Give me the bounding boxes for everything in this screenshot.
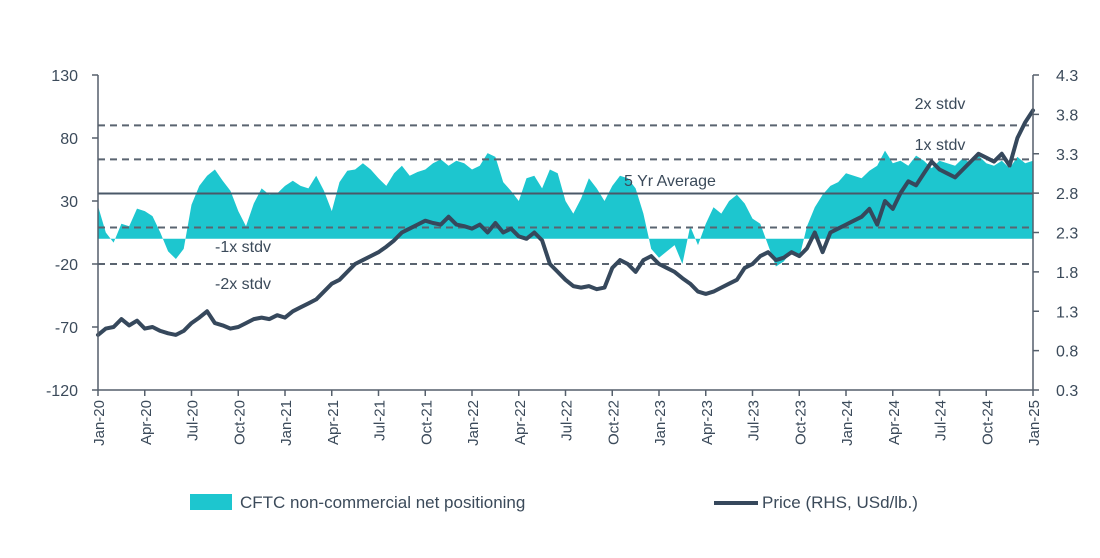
x-tick-label: Jan-21 — [278, 400, 295, 446]
x-tick-label: Jan-22 — [465, 400, 482, 446]
x-tick-label: Apr-24 — [886, 400, 903, 445]
right-tick-label: 1.3 — [1056, 304, 1078, 321]
left-tick-label: -120 — [46, 383, 78, 400]
right-tick-label: 3.8 — [1056, 107, 1078, 124]
right-tick-label: 1.8 — [1056, 265, 1078, 282]
legend-label-area: CFTC non-commercial net positioning — [240, 493, 525, 512]
right-tick-label: 2.8 — [1056, 186, 1078, 203]
right-tick-label: 3.3 — [1056, 147, 1078, 164]
price-line — [96, 108, 1035, 337]
x-tick-label: Apr-20 — [138, 400, 155, 445]
x-tick-label: Apr-21 — [325, 400, 342, 445]
x-tick-label: Apr-23 — [699, 400, 716, 445]
x-tick-label: Jan-25 — [1026, 400, 1043, 446]
x-tick-label: Jul-22 — [559, 400, 576, 441]
left-tick-label: 80 — [60, 131, 78, 148]
reference-label-0: 2x stdv — [915, 96, 966, 113]
left-tick-label: -20 — [55, 257, 78, 274]
x-tick-label: Jan-20 — [91, 400, 108, 446]
x-tick-label: Oct-21 — [418, 400, 435, 445]
right-tick-label: 2.3 — [1056, 226, 1078, 243]
area-layer — [98, 150, 1033, 267]
x-tick-label: Jul-21 — [372, 400, 389, 441]
price-line-layer — [96, 108, 1035, 337]
legend-swatch-area — [190, 494, 232, 510]
left-tick-label: 30 — [60, 194, 78, 211]
x-tick-label: Oct-22 — [605, 400, 622, 445]
reference-label-3: -1x stdv — [215, 239, 271, 256]
right-tick-label: 0.3 — [1056, 383, 1078, 400]
right-tick-label: 4.3 — [1056, 68, 1078, 85]
left-tick-label: -70 — [55, 320, 78, 337]
axes-layer: 130 80 30 -20 -70 -120 4.3 3.8 3.3 2.8 2.3 1.8 1.3 0.… — [46, 68, 1078, 446]
x-tick-label: Jan-23 — [652, 400, 669, 446]
x-tick-label: Jan-24 — [839, 400, 856, 446]
legend: CFTC non-commercial net positioning Price… — [190, 493, 918, 512]
reference-label-1: 1x stdv — [915, 137, 966, 154]
x-tick-label: Jul-20 — [185, 400, 202, 441]
x-tick-label: Oct-24 — [979, 400, 996, 445]
right-tick-label: 0.8 — [1056, 344, 1078, 361]
reference-lines-layer: 2x stdv 1x stdv 5 Yr Average -1x stdv -2x st… — [98, 96, 1033, 293]
net-positioning-area — [98, 150, 1033, 267]
x-tick-label: Oct-20 — [231, 400, 248, 445]
x-tick-label: Apr-22 — [512, 400, 529, 445]
reference-label-4: -2x stdv — [215, 276, 271, 293]
x-tick-label: Jul-24 — [933, 400, 950, 441]
left-tick-label: 130 — [51, 68, 78, 85]
reference-label-2: 5 Yr Average — [624, 173, 716, 190]
x-tick-label: Jul-23 — [746, 400, 763, 441]
legend-label-line: Price (RHS, USd/lb.) — [762, 493, 918, 512]
x-tick-label: Oct-23 — [792, 400, 809, 445]
